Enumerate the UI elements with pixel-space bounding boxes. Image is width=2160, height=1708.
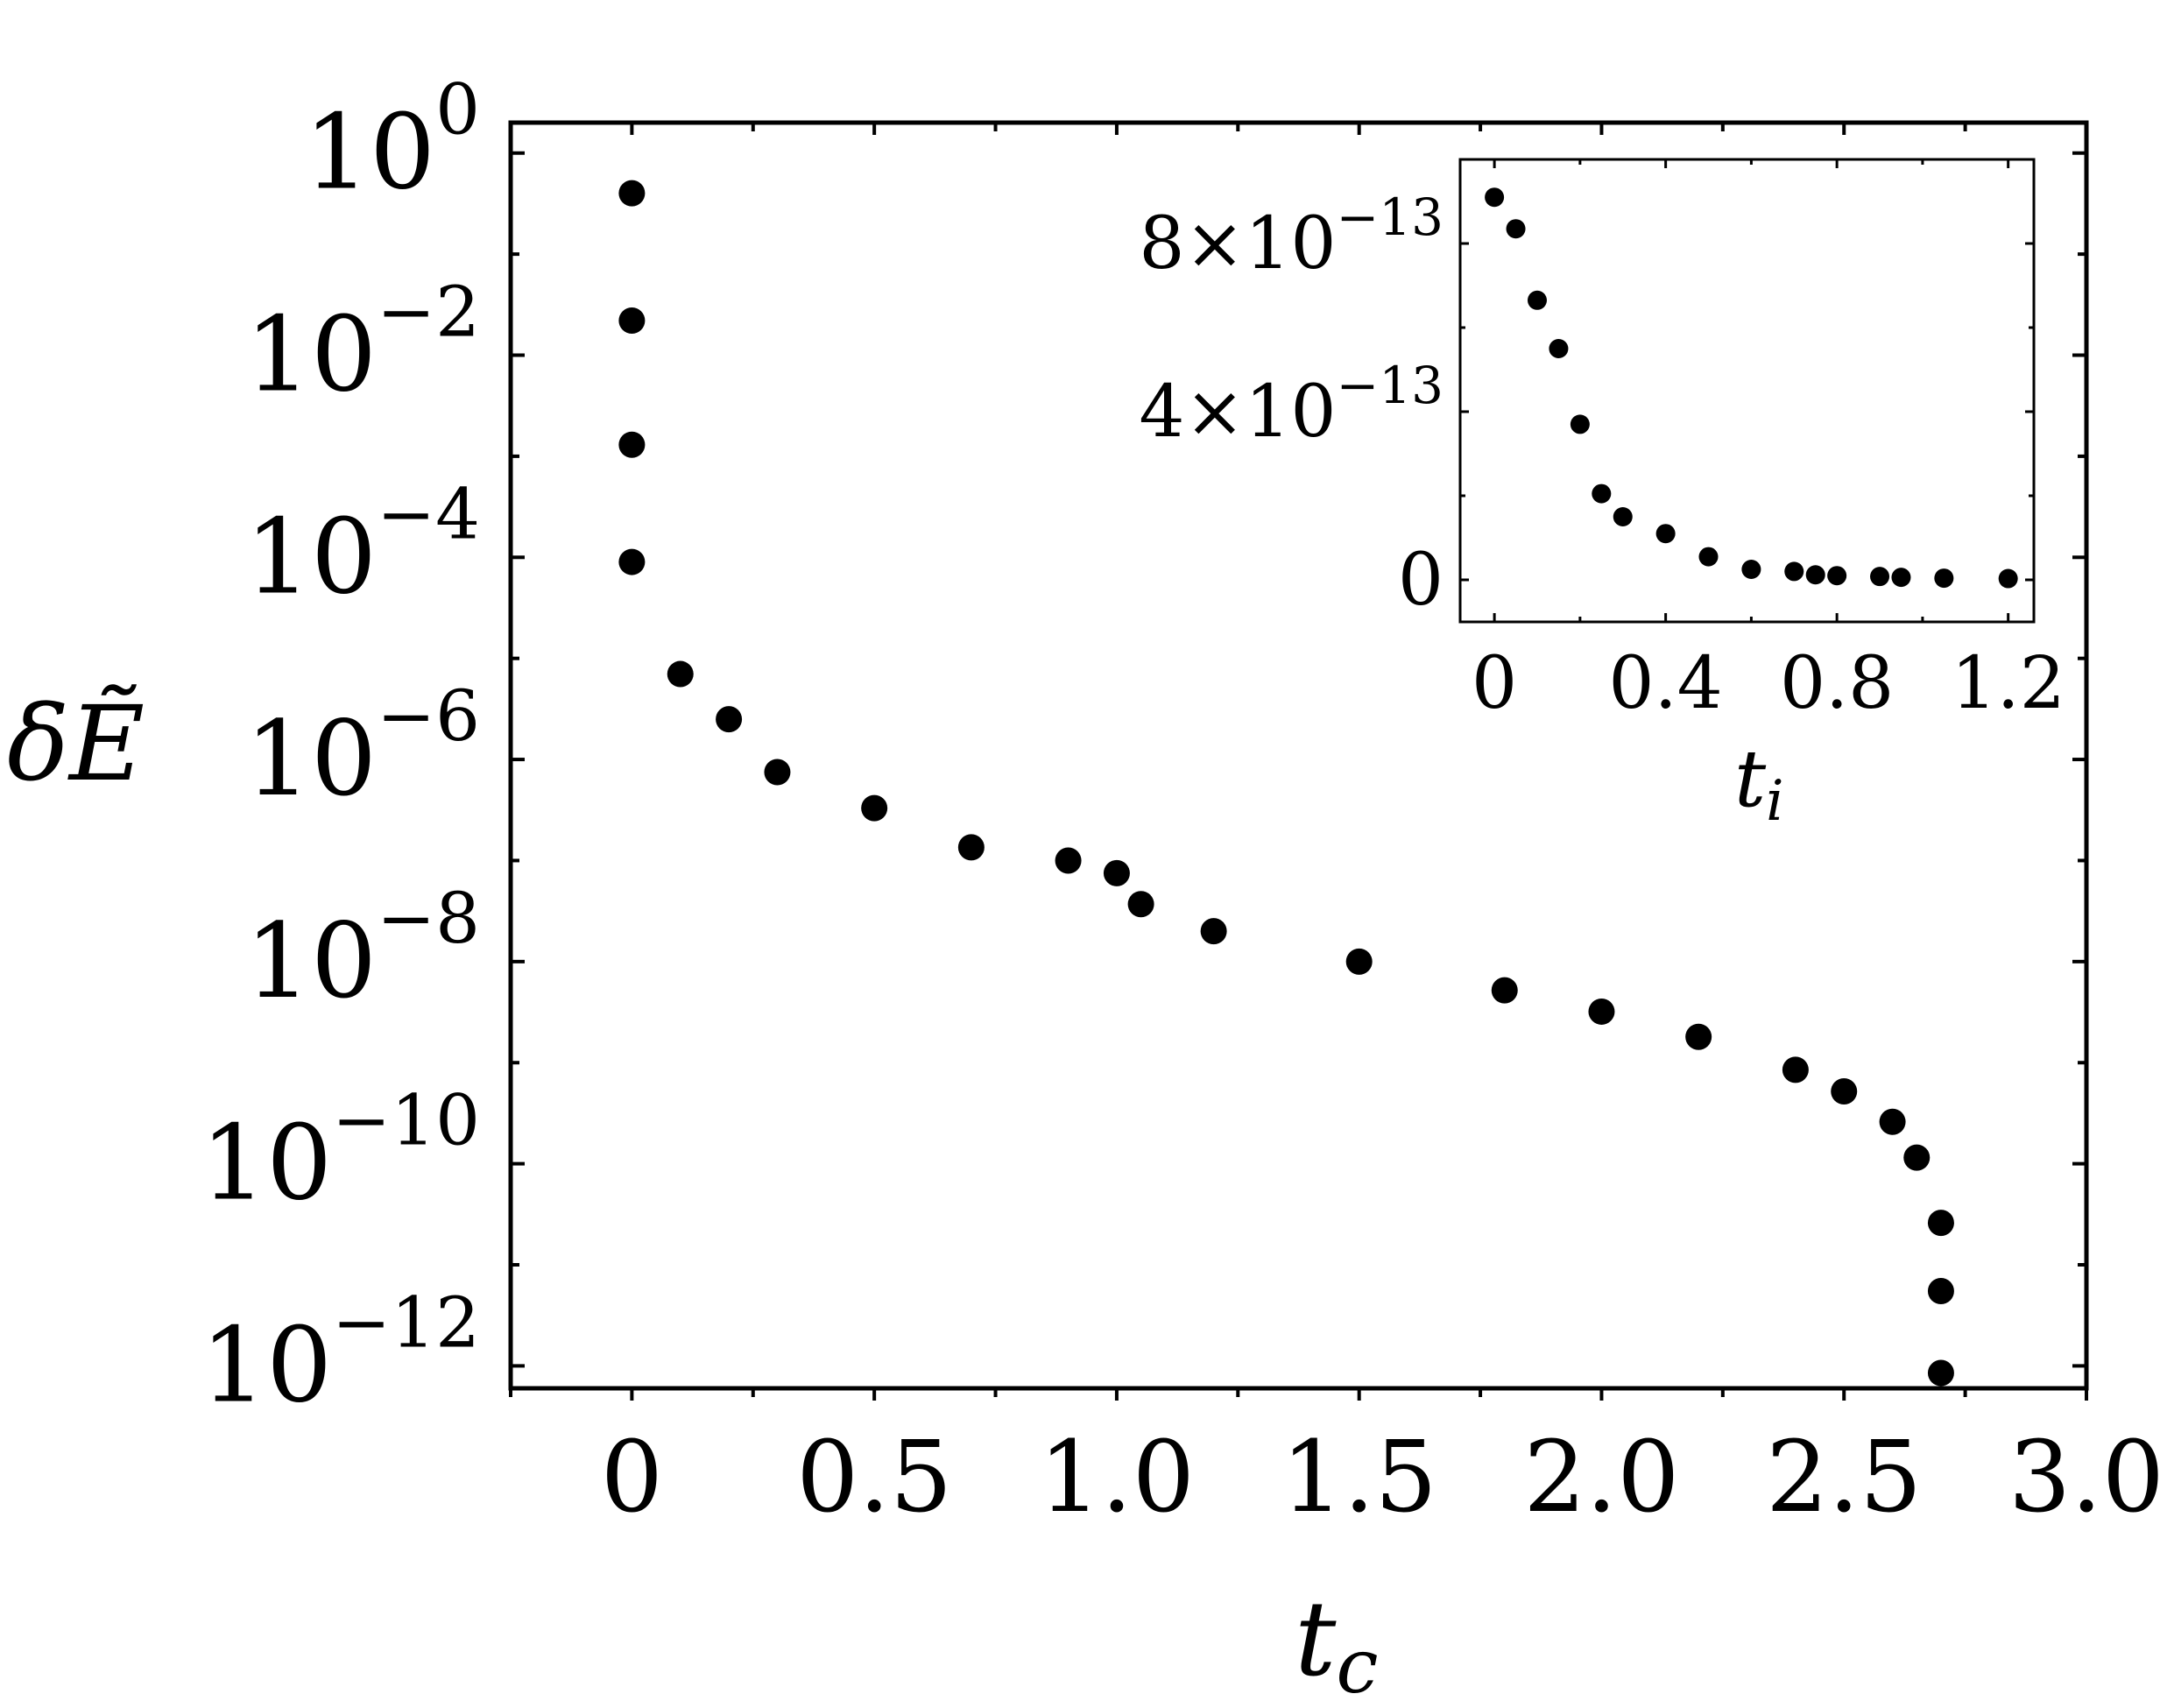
inset-data-point <box>1527 290 1547 310</box>
data-point <box>1127 891 1154 918</box>
x-tick-label: 1.5 <box>1281 1421 1437 1535</box>
data-point <box>716 706 743 733</box>
inset-data-point <box>1698 547 1719 567</box>
y-tick-label: 10−6 <box>245 675 480 819</box>
x-tick-label: 3.0 <box>2008 1421 2160 1535</box>
inset-data-point <box>1827 566 1847 586</box>
inset-data-point <box>1934 568 1954 589</box>
y-tick-label: 10−2 <box>245 272 480 415</box>
data-point <box>1200 918 1227 945</box>
inset-data-point <box>1506 219 1526 239</box>
inset-data-point <box>1741 560 1761 579</box>
y-tick-label: 10−12 <box>201 1281 480 1425</box>
data-point <box>764 759 791 786</box>
y-tick-base: 10 <box>245 698 377 819</box>
data-point <box>1491 977 1518 1004</box>
inset-y-tick-exponent: −13 <box>1337 356 1444 415</box>
x-tick-label: 0.5 <box>796 1421 952 1535</box>
inset-x-axis-label-main: t <box>1734 733 1767 825</box>
main-plot: 0 0.5 1.0 1.5 2.0 2.5 3.010010−210−410−610−810… <box>7 69 2160 1708</box>
y-tick-base: 10 <box>201 1103 332 1224</box>
data-point <box>1927 1359 1954 1387</box>
data-point <box>861 794 888 822</box>
inset-data-point <box>1549 339 1569 358</box>
x-tick-label: 1.0 <box>1039 1421 1195 1535</box>
data-point <box>1055 847 1082 874</box>
y-tick-exponent: −2 <box>377 272 480 353</box>
inset-data-point <box>1592 483 1612 504</box>
data-point <box>957 834 985 861</box>
data-point <box>1879 1108 1906 1135</box>
inset-x-axis-label: ti <box>1734 733 1784 834</box>
inset-y-tick-base: 8×10 <box>1139 202 1336 286</box>
data-point <box>1345 948 1373 975</box>
inset-y-tick-base: 4×10 <box>1139 371 1336 454</box>
inset-frame <box>1458 158 2036 624</box>
y-tick-base: 10 <box>245 900 377 1021</box>
y-tick-exponent: 0 <box>435 69 480 151</box>
data-point <box>1903 1144 1931 1171</box>
x-axis-label-main: t <box>1295 1578 1337 1699</box>
inset-data-point <box>1485 187 1505 208</box>
y-tick-base: 10 <box>201 1304 332 1425</box>
inset-x-tick-label: 0.8 <box>1780 642 1894 725</box>
data-point <box>1588 998 1615 1025</box>
y-tick-exponent: −6 <box>377 675 480 757</box>
inset-data-point <box>1805 565 1825 585</box>
y-tick-exponent: −10 <box>332 1080 480 1161</box>
inset-data-point <box>1613 507 1633 526</box>
data-point <box>1831 1078 1858 1105</box>
inset-y-tick-label: 0 <box>1398 539 1444 622</box>
data-point <box>618 548 646 575</box>
inset-y-tick-label: 4×10−13 <box>1139 356 1444 454</box>
data-point <box>618 180 646 207</box>
y-tick-label: 100 <box>304 69 480 213</box>
inset-y-tick-base: 0 <box>1398 539 1444 622</box>
y-tick-base: 10 <box>245 294 377 415</box>
x-tick-label: 0 <box>601 1421 663 1535</box>
inset-data-point <box>1655 524 1676 544</box>
y-axis-label: δẼ <box>7 683 145 804</box>
inset-x-tick-label: 0 <box>1472 642 1517 725</box>
inset-y-tick-exponent: −13 <box>1337 187 1444 247</box>
x-axis-label: tc <box>1295 1578 1379 1708</box>
main-plot-frame <box>508 120 2089 1391</box>
inset-x-tick-label: 0.4 <box>1608 642 1722 725</box>
data-point <box>1927 1210 1954 1237</box>
inset-x-tick-label: 1.2 <box>1951 642 2065 725</box>
inset-data-point <box>1870 567 1890 587</box>
inset-data-point <box>1784 561 1804 582</box>
data-point <box>618 307 646 335</box>
y-tick-base: 10 <box>245 496 377 617</box>
inset-x-axis-label-subscript: i <box>1766 769 1783 834</box>
y-tick-exponent: −12 <box>332 1281 480 1363</box>
data-point <box>618 431 646 458</box>
y-tick-exponent: −8 <box>377 878 480 959</box>
data-point <box>1927 1277 1954 1304</box>
data-point <box>667 660 694 688</box>
data-point <box>1782 1056 1809 1083</box>
y-tick-base: 10 <box>304 92 435 213</box>
y-tick-label: 10−8 <box>245 878 480 1021</box>
data-point <box>1685 1023 1712 1050</box>
x-axis-label-subscript: c <box>1336 1623 1378 1708</box>
x-tick-label: 2.0 <box>1523 1421 1679 1535</box>
y-tick-exponent: −4 <box>377 473 480 554</box>
inset-data-point <box>1570 414 1590 434</box>
inset-data-point <box>1891 568 1911 588</box>
inset-data-point <box>1998 568 2018 589</box>
inset-y-tick-label: 8×10−13 <box>1139 187 1444 286</box>
y-tick-label: 10−4 <box>245 473 480 617</box>
x-tick-label: 2.5 <box>1766 1421 1922 1535</box>
y-tick-label: 10−10 <box>201 1080 480 1224</box>
data-point <box>1103 859 1130 886</box>
